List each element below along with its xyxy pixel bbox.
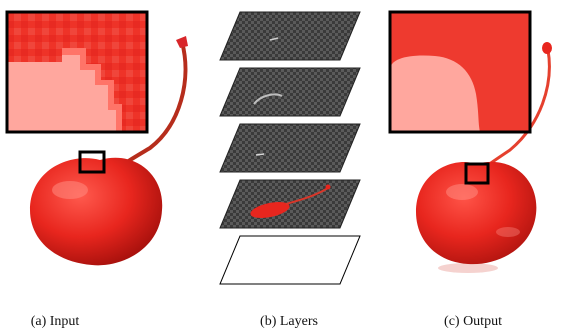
layer-3 bbox=[219, 123, 361, 173]
caption-layers: (b) Layers bbox=[260, 314, 318, 329]
stem-tip bbox=[542, 42, 552, 54]
layer-2 bbox=[219, 67, 361, 117]
zoom-inset bbox=[5, 10, 149, 134]
stem-tip bbox=[176, 36, 188, 48]
zoom-region-marker bbox=[464, 162, 490, 185]
cherry-body bbox=[30, 157, 163, 266]
zoom-region-marker bbox=[78, 150, 106, 174]
cherry-body bbox=[416, 161, 537, 265]
layer-1 bbox=[219, 11, 361, 61]
output-cherry-image bbox=[388, 10, 552, 273]
cherry-reflection bbox=[496, 227, 520, 237]
cherry-shadow bbox=[438, 263, 498, 273]
layers-panel: (b) Layers bbox=[200, 0, 380, 329]
zoom-inset bbox=[388, 10, 532, 134]
input-cherry-image bbox=[5, 10, 188, 266]
layer-5 bbox=[219, 235, 361, 285]
cherry-highlight bbox=[52, 181, 88, 199]
caption-output: (c) Output bbox=[444, 314, 502, 329]
caption-input: (a) Input bbox=[30, 314, 80, 329]
cherry-highlight bbox=[446, 184, 478, 200]
output-panel: (c) Output bbox=[380, 0, 573, 329]
layer-4 bbox=[219, 179, 361, 229]
input-panel: (a) Input bbox=[0, 0, 200, 329]
layers-stack bbox=[219, 11, 361, 285]
